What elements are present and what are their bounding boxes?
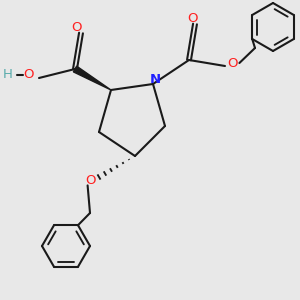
Text: H: H xyxy=(3,68,12,82)
Text: O: O xyxy=(227,56,238,70)
Text: O: O xyxy=(187,12,197,25)
Text: O: O xyxy=(23,68,34,82)
Text: O: O xyxy=(85,173,95,187)
Text: O: O xyxy=(71,21,82,34)
Text: N: N xyxy=(150,73,161,86)
Polygon shape xyxy=(73,66,111,90)
